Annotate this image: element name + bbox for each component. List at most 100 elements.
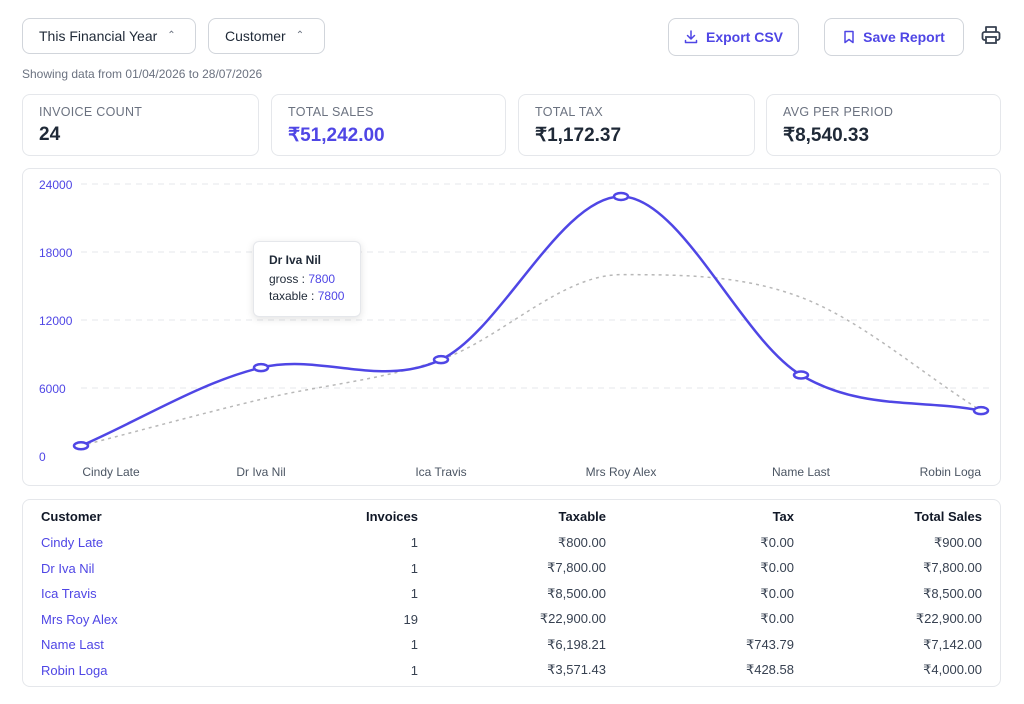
total-sales-cell: ₹7,800.00 bbox=[923, 560, 982, 576]
tax-cell: ₹0.00 bbox=[760, 560, 794, 576]
data-point bbox=[72, 441, 90, 451]
y-tick-label: 12000 bbox=[39, 314, 73, 328]
col-header-invoices[interactable]: Invoices bbox=[365, 508, 418, 524]
taxable-cell: ₹800.00 bbox=[557, 534, 606, 550]
col-header-tax[interactable]: Tax bbox=[772, 508, 794, 524]
total-sales-cell: ₹7,142.00 bbox=[923, 636, 982, 652]
stat-card-total-sales: TOTAL SALES ₹51,242.00 bbox=[271, 94, 506, 156]
stat-card-total-tax: TOTAL TAX ₹1,172.37 bbox=[518, 94, 755, 156]
stat-card-invoice-count: INVOICE COUNT 24 bbox=[22, 94, 259, 156]
y-tick-label: 18000 bbox=[39, 246, 73, 260]
report-toolbar: This Financial Year ⌃ Customer ⌃ Export … bbox=[22, 18, 1006, 56]
y-tick-label: 6000 bbox=[39, 382, 66, 396]
save-report-button[interactable]: Save Report bbox=[824, 18, 964, 56]
sales-line-chart: 24000 18000 12000 6000 0 Cindy Late Dr Iva Nil… bbox=[39, 178, 993, 479]
customer-link[interactable]: Ica Travis bbox=[41, 586, 97, 602]
period-select[interactable]: This Financial Year ⌃ bbox=[22, 18, 196, 54]
data-point bbox=[972, 405, 990, 416]
total-sales-cell: ₹22,900.00 bbox=[915, 611, 982, 627]
tooltip-title: Dr Iva Nil bbox=[269, 253, 322, 267]
customer-table-card: Customer Invoices Taxable Tax Total Sale… bbox=[22, 499, 1001, 687]
col-header-customer[interactable]: Customer bbox=[41, 508, 102, 524]
chart-tooltip: Dr Iva Nil gross : 7800 taxable : 7800 bbox=[253, 241, 361, 317]
taxable-cell: ₹6,198.21 bbox=[547, 636, 606, 652]
invoice-count-cell: 1 bbox=[410, 560, 418, 576]
stat-label: TOTAL TAX bbox=[535, 105, 603, 119]
stat-value: 24 bbox=[39, 124, 61, 145]
y-tick-label: 24000 bbox=[39, 178, 73, 192]
total-sales-cell: ₹8,500.00 bbox=[923, 585, 982, 601]
tooltip-key: gross bbox=[269, 272, 299, 286]
tooltip-value: 7800 bbox=[317, 289, 345, 303]
stat-card-avg-per-period: AVG PER PERIOD ₹8,540.33 bbox=[766, 94, 1001, 156]
x-tick-label: Ica Travis bbox=[415, 465, 466, 479]
total-sales-cell: ₹900.00 bbox=[933, 534, 982, 550]
col-header-total-sales[interactable]: Total Sales bbox=[914, 508, 982, 524]
x-tick-label: Robin Loga bbox=[920, 465, 982, 479]
data-point bbox=[792, 370, 810, 380]
col-header-taxable[interactable]: Taxable bbox=[558, 508, 606, 524]
stat-label: AVG PER PERIOD bbox=[783, 105, 894, 119]
groupby-select[interactable]: Customer ⌃ bbox=[208, 18, 325, 54]
data-point bbox=[612, 191, 630, 202]
taxable-cell: ₹3,571.43 bbox=[547, 662, 606, 678]
table-row: Cindy Late 1 ₹800.00 ₹0.00 ₹900.00 bbox=[23, 530, 1000, 556]
tooltip-row: gross : 7800 bbox=[269, 272, 336, 286]
taxable-cell: ₹7,800.00 bbox=[547, 560, 606, 576]
date-range-note: Showing data from 01/04/2026 to 28/07/20… bbox=[22, 67, 263, 81]
table-row: Mrs Roy Alex 19 ₹22,900.00 ₹0.00 ₹22,900.00 bbox=[23, 607, 1000, 633]
invoice-count-cell: 19 bbox=[403, 611, 418, 627]
table-row: Name Last 1 ₹6,198.21 ₹743.79 ₹7,142.00 bbox=[23, 632, 1000, 658]
total-sales-cell: ₹4,000.00 bbox=[923, 662, 982, 678]
stat-label: TOTAL SALES bbox=[288, 105, 374, 119]
x-tick-label: Name Last bbox=[772, 465, 831, 479]
groupby-select-label: Customer bbox=[225, 28, 286, 44]
tax-cell: ₹743.79 bbox=[745, 636, 794, 652]
y-tick-label: 0 bbox=[39, 450, 46, 464]
x-tick-label: Cindy Late bbox=[82, 465, 140, 479]
x-tick-label: Dr Iva Nil bbox=[236, 465, 285, 479]
stat-label: INVOICE COUNT bbox=[39, 105, 143, 119]
tooltip-value: 7800 bbox=[308, 272, 336, 286]
customer-link[interactable]: Robin Loga bbox=[41, 662, 108, 678]
customer-link[interactable]: Mrs Roy Alex bbox=[41, 611, 118, 627]
download-icon bbox=[684, 30, 698, 44]
taxable-cell: ₹8,500.00 bbox=[547, 585, 606, 601]
data-point bbox=[432, 354, 450, 365]
tax-cell: ₹0.00 bbox=[760, 585, 794, 601]
export-csv-label: Export CSV bbox=[705, 29, 783, 45]
stat-value: ₹51,242.00 bbox=[288, 125, 385, 146]
customer-link[interactable]: Name Last bbox=[41, 637, 104, 653]
stat-value: ₹1,172.37 bbox=[535, 125, 622, 146]
customer-sales-table: Customer Invoices Taxable Tax Total Sale… bbox=[23, 500, 1000, 683]
sort-chevron-icon: ⌃ bbox=[295, 30, 305, 41]
x-tick-label: Mrs Roy Alex bbox=[586, 465, 657, 479]
trend-series-line bbox=[80, 273, 982, 447]
gross-series-line bbox=[80, 195, 982, 447]
stat-value: ₹8,540.33 bbox=[783, 125, 870, 146]
invoice-count-cell: 1 bbox=[410, 535, 418, 551]
save-report-label: Save Report bbox=[863, 29, 945, 45]
bookmark-icon bbox=[844, 30, 854, 44]
invoice-count-cell: 1 bbox=[410, 662, 418, 678]
sales-chart-card: 24000 18000 12000 6000 0 Cindy Late Dr Iva Nil… bbox=[22, 168, 1001, 486]
customer-link[interactable]: Dr Iva Nil bbox=[41, 560, 95, 576]
table-row: Dr Iva Nil 1 ₹7,800.00 ₹0.00 ₹7,800.00 bbox=[23, 556, 1000, 582]
tooltip-row: taxable : 7800 bbox=[269, 289, 345, 303]
taxable-cell: ₹22,900.00 bbox=[539, 611, 606, 627]
invoice-count-cell: 1 bbox=[410, 637, 418, 653]
printer-icon[interactable] bbox=[980, 24, 1004, 48]
tax-cell: ₹428.58 bbox=[745, 662, 794, 678]
tooltip-key: taxable bbox=[269, 289, 308, 303]
period-select-label: This Financial Year bbox=[39, 28, 158, 44]
customer-link[interactable]: Cindy Late bbox=[41, 535, 104, 551]
table-header-row: Customer Invoices Taxable Tax Total Sale… bbox=[23, 500, 1000, 530]
table-row: Ica Travis 1 ₹8,500.00 ₹0.00 ₹8,500.00 bbox=[23, 581, 1000, 607]
tax-cell: ₹0.00 bbox=[760, 611, 794, 627]
sort-chevron-icon: ⌃ bbox=[167, 30, 176, 41]
tax-cell: ₹0.00 bbox=[760, 534, 794, 550]
invoice-count-cell: 1 bbox=[410, 586, 418, 602]
table-row: Robin Loga 1 ₹3,571.43 ₹428.58 ₹4,000.00 bbox=[23, 658, 1000, 684]
export-csv-button[interactable]: Export CSV bbox=[668, 18, 799, 56]
data-point bbox=[252, 362, 270, 373]
